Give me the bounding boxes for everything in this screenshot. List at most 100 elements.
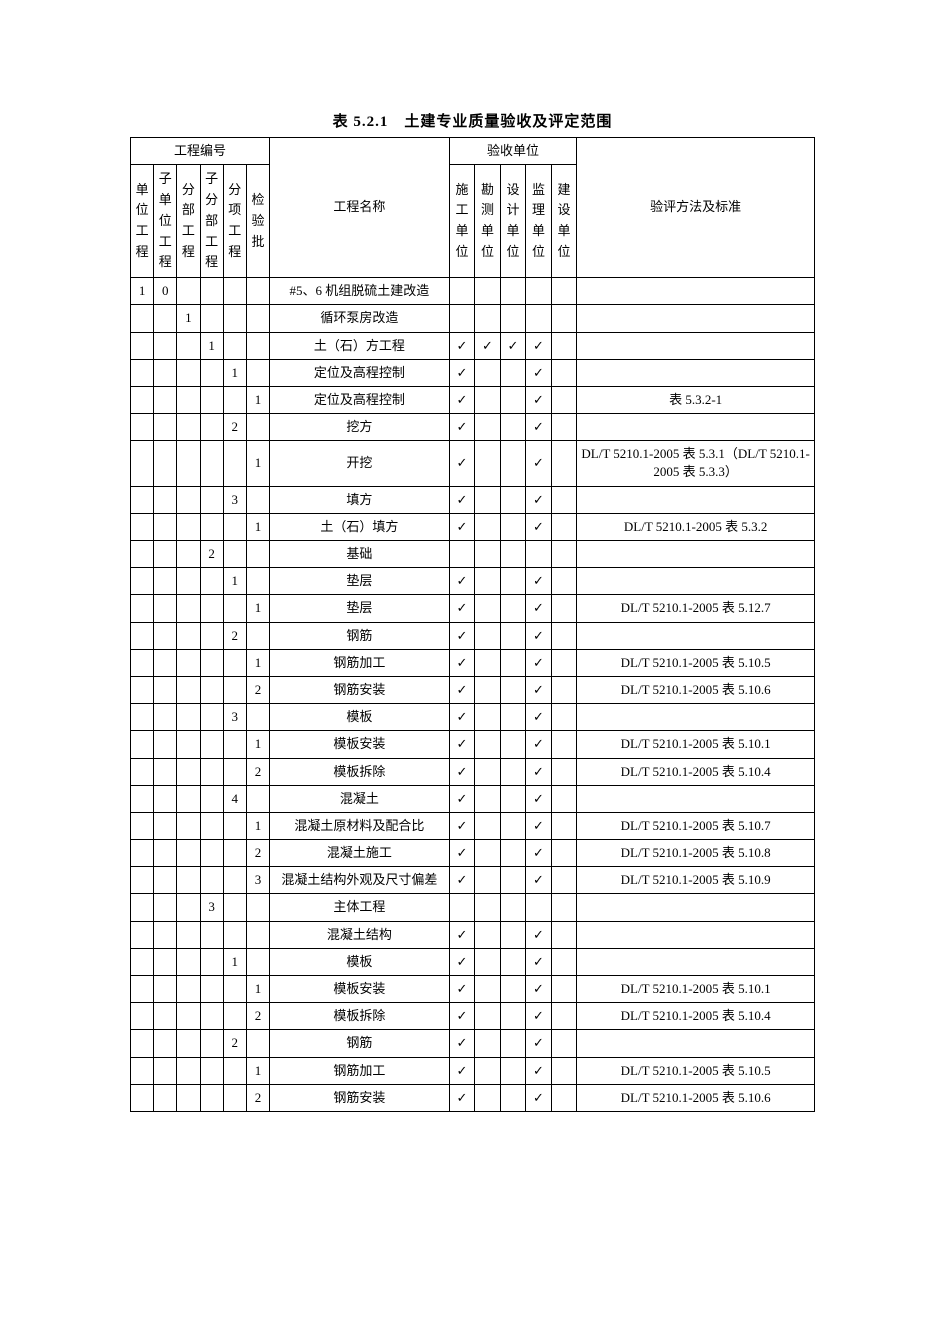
table-cell: ✓ — [526, 1057, 552, 1084]
table-cell: ✓ — [449, 513, 475, 540]
table-cell: DL/T 5210.1-2005 表 5.10.5 — [577, 1057, 815, 1084]
table-cell: ✓ — [526, 758, 552, 785]
table-cell — [131, 731, 154, 758]
table-row: 1模板安装✓✓DL/T 5210.1-2005 表 5.10.1 — [131, 976, 815, 1003]
table-cell — [246, 1030, 269, 1057]
table-cell: 1 — [223, 948, 246, 975]
table-cell: ✓ — [449, 1057, 475, 1084]
table-cell — [200, 1084, 223, 1111]
table-row: 1开挖✓✓DL/T 5210.1-2005 表 5.3.1（DL/T 5210.… — [131, 441, 815, 486]
table-cell — [131, 921, 154, 948]
table-cell — [200, 595, 223, 622]
table-cell — [131, 785, 154, 812]
table-cell — [246, 332, 269, 359]
table-cell — [246, 921, 269, 948]
page: 表 5.2.1 土建专业质量验收及评定范围 工程编号 工程名称 验收单位 验评方… — [0, 0, 945, 1112]
table-row: 3填方✓✓ — [131, 486, 815, 513]
table-cell — [551, 441, 577, 486]
table-cell — [154, 948, 177, 975]
table-cell — [577, 305, 815, 332]
table-cell — [500, 486, 526, 513]
table-cell: 1 — [246, 976, 269, 1003]
table-cell: ✓ — [526, 595, 552, 622]
table-cell — [223, 867, 246, 894]
table-cell: ✓ — [449, 359, 475, 386]
table-cell: 2 — [223, 622, 246, 649]
table-cell — [131, 513, 154, 540]
table-cell — [177, 513, 200, 540]
table-cell — [131, 840, 154, 867]
table-title: 表 5.2.1 土建专业质量验收及评定范围 — [130, 110, 815, 131]
table-cell — [177, 386, 200, 413]
table-cell: 1 — [246, 731, 269, 758]
table-cell — [500, 622, 526, 649]
header-c8: 施工单位 — [449, 165, 475, 278]
table-cell: DL/T 5210.1-2005 表 5.3.2 — [577, 513, 815, 540]
table-cell: ✓ — [449, 785, 475, 812]
table-cell — [131, 948, 154, 975]
table-cell: 2 — [223, 414, 246, 441]
table-cell — [154, 1084, 177, 1111]
table-cell — [177, 812, 200, 839]
table-cell — [223, 676, 246, 703]
table-cell: 基础 — [270, 541, 450, 568]
table-cell — [131, 758, 154, 785]
header-c6: 检验批 — [246, 165, 269, 278]
table-cell — [500, 812, 526, 839]
table-cell — [500, 785, 526, 812]
header-c10: 设计单位 — [500, 165, 526, 278]
table-cell: 1 — [246, 649, 269, 676]
table-cell — [223, 758, 246, 785]
table-cell: ✓ — [526, 1084, 552, 1111]
table-cell — [475, 1084, 501, 1111]
table-cell — [551, 785, 577, 812]
header-c3: 分部工程 — [177, 165, 200, 278]
table-cell — [475, 894, 501, 921]
table-cell — [200, 785, 223, 812]
table-row: 1定位及高程控制✓✓ — [131, 359, 815, 386]
table-cell: ✓ — [449, 486, 475, 513]
table-cell: ✓ — [526, 441, 552, 486]
table-cell: 钢筋加工 — [270, 1057, 450, 1084]
table-cell — [200, 812, 223, 839]
table-cell — [154, 704, 177, 731]
table-cell: ✓ — [449, 704, 475, 731]
table-cell: 4 — [223, 785, 246, 812]
table-cell — [177, 486, 200, 513]
table-cell — [551, 812, 577, 839]
table-cell — [177, 731, 200, 758]
table-cell — [475, 486, 501, 513]
table-cell — [500, 1003, 526, 1030]
table-row: 4混凝土✓✓ — [131, 785, 815, 812]
table-cell — [475, 305, 501, 332]
table-cell: 3 — [246, 867, 269, 894]
table-cell: DL/T 5210.1-2005 表 5.10.8 — [577, 840, 815, 867]
table-cell: 定位及高程控制 — [270, 359, 450, 386]
table-cell — [246, 785, 269, 812]
table-cell — [551, 414, 577, 441]
table-cell — [131, 541, 154, 568]
table-cell — [551, 948, 577, 975]
table-cell — [475, 948, 501, 975]
header-accept-unit-group: 验收单位 — [449, 138, 577, 165]
table-cell — [475, 812, 501, 839]
table-cell: ✓ — [526, 840, 552, 867]
table-cell — [200, 976, 223, 1003]
table-cell: 3 — [223, 486, 246, 513]
table-cell — [131, 976, 154, 1003]
table-cell — [131, 867, 154, 894]
table-cell — [200, 731, 223, 758]
table-cell: 填方 — [270, 486, 450, 513]
table-cell — [577, 1030, 815, 1057]
table-row: 1垫层✓✓DL/T 5210.1-2005 表 5.12.7 — [131, 595, 815, 622]
table-row: 3混凝土结构外观及尺寸偏差✓✓DL/T 5210.1-2005 表 5.10.9 — [131, 867, 815, 894]
table-cell — [131, 812, 154, 839]
table-cell: 1 — [246, 513, 269, 540]
table-cell — [246, 541, 269, 568]
table-cell — [500, 976, 526, 1003]
table-cell — [475, 1057, 501, 1084]
table-cell: 2 — [246, 676, 269, 703]
table-cell — [475, 976, 501, 1003]
table-cell — [551, 568, 577, 595]
table-cell — [223, 649, 246, 676]
